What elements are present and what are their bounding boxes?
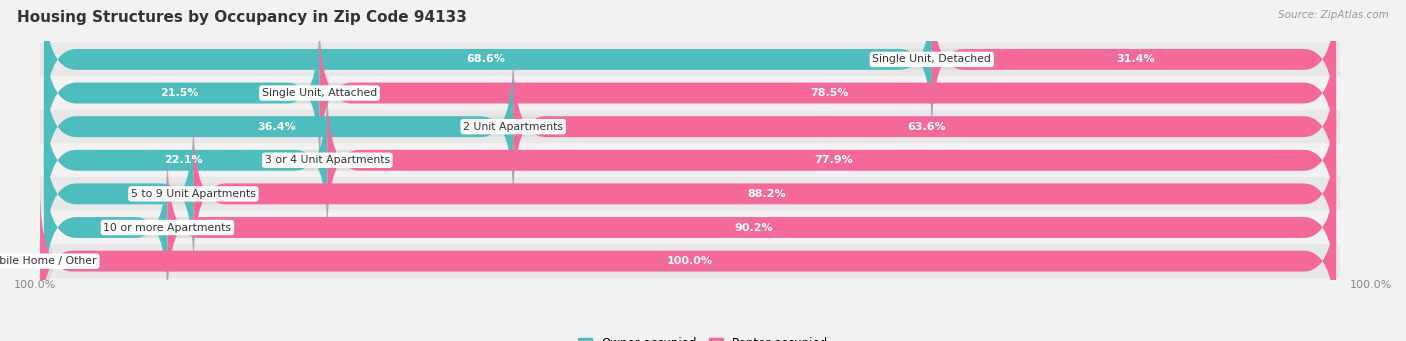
Text: 3 or 4 Unit Apartments: 3 or 4 Unit Apartments [264, 155, 389, 165]
Text: 78.5%: 78.5% [810, 88, 849, 98]
FancyBboxPatch shape [39, 110, 1340, 144]
Text: 100.0%: 100.0% [666, 256, 713, 266]
FancyBboxPatch shape [319, 19, 1336, 167]
Text: 9.8%: 9.8% [120, 223, 148, 233]
FancyBboxPatch shape [932, 0, 1336, 133]
Text: 63.6%: 63.6% [907, 122, 946, 132]
FancyBboxPatch shape [513, 53, 1336, 200]
Text: 10 or more Apartments: 10 or more Apartments [104, 223, 232, 233]
Text: Housing Structures by Occupancy in Zip Code 94133: Housing Structures by Occupancy in Zip C… [17, 10, 467, 25]
Text: 31.4%: 31.4% [1116, 55, 1156, 64]
FancyBboxPatch shape [44, 87, 1336, 234]
Text: 68.6%: 68.6% [467, 55, 505, 64]
Text: 88.2%: 88.2% [748, 189, 786, 199]
Text: Mobile Home / Other: Mobile Home / Other [0, 256, 97, 266]
Text: 21.5%: 21.5% [160, 88, 200, 98]
FancyBboxPatch shape [39, 177, 1340, 211]
FancyBboxPatch shape [44, 188, 1336, 335]
FancyBboxPatch shape [39, 188, 1336, 335]
FancyBboxPatch shape [39, 211, 1340, 244]
FancyBboxPatch shape [44, 87, 328, 234]
FancyBboxPatch shape [39, 244, 1340, 278]
Text: Source: ZipAtlas.com: Source: ZipAtlas.com [1278, 10, 1389, 20]
Text: 5 to 9 Unit Apartments: 5 to 9 Unit Apartments [131, 189, 256, 199]
FancyBboxPatch shape [44, 120, 194, 268]
FancyBboxPatch shape [44, 19, 1336, 167]
Text: Single Unit, Attached: Single Unit, Attached [262, 88, 377, 98]
FancyBboxPatch shape [44, 154, 167, 301]
Text: 90.2%: 90.2% [734, 223, 773, 233]
Text: 100.0%: 100.0% [14, 280, 56, 290]
Text: 11.8%: 11.8% [139, 189, 174, 199]
FancyBboxPatch shape [39, 144, 1340, 177]
Text: 22.1%: 22.1% [165, 155, 202, 165]
FancyBboxPatch shape [194, 120, 1336, 268]
Text: 2 Unit Apartments: 2 Unit Apartments [463, 122, 564, 132]
FancyBboxPatch shape [44, 53, 1336, 200]
FancyBboxPatch shape [167, 154, 1336, 301]
FancyBboxPatch shape [44, 19, 319, 167]
FancyBboxPatch shape [44, 0, 932, 133]
FancyBboxPatch shape [44, 0, 1336, 133]
FancyBboxPatch shape [328, 87, 1336, 234]
Text: 0.0%: 0.0% [18, 256, 46, 266]
FancyBboxPatch shape [44, 53, 513, 200]
FancyBboxPatch shape [44, 154, 1336, 301]
Legend: Owner-occupied, Renter-occupied: Owner-occupied, Renter-occupied [578, 337, 828, 341]
Text: 77.9%: 77.9% [814, 155, 853, 165]
FancyBboxPatch shape [39, 43, 1340, 76]
Text: 100.0%: 100.0% [1350, 280, 1392, 290]
Text: Single Unit, Detached: Single Unit, Detached [872, 55, 991, 64]
FancyBboxPatch shape [44, 120, 1336, 268]
FancyBboxPatch shape [39, 76, 1340, 110]
Text: 36.4%: 36.4% [257, 122, 297, 132]
